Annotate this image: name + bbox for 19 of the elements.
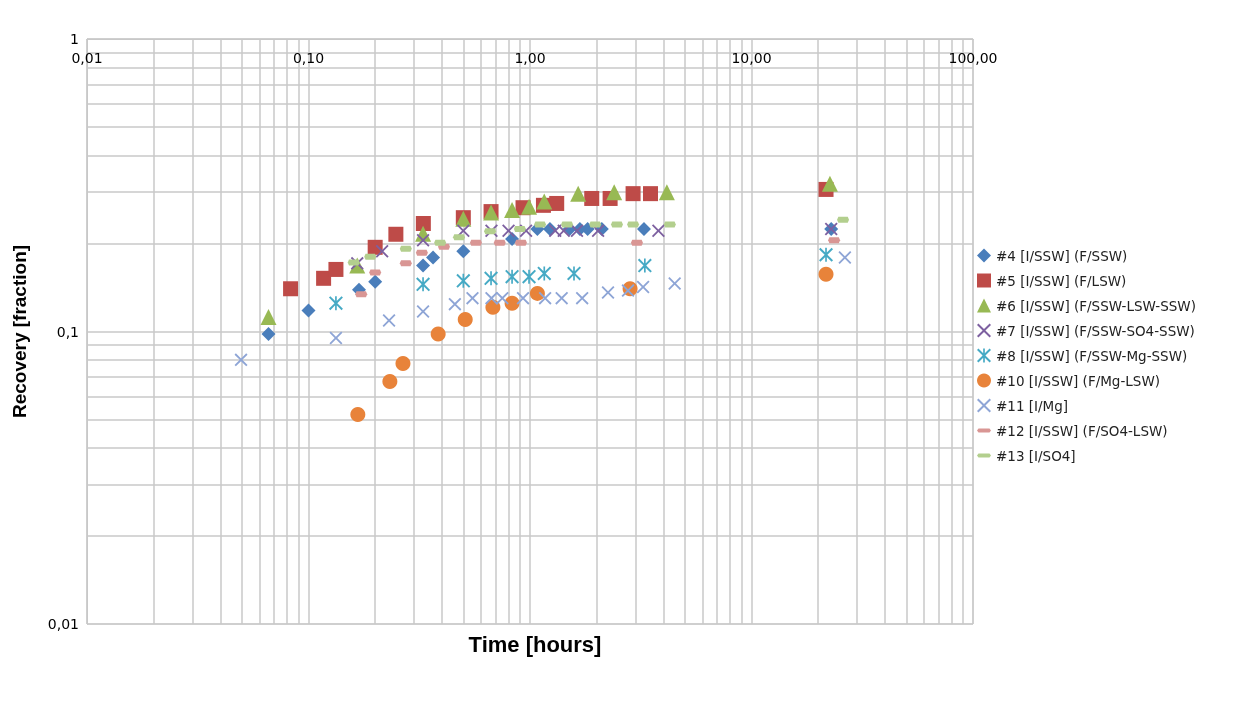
legend-label: #12 [I/SSW] (F/SO4-LSW) xyxy=(996,422,1168,439)
legend-label: #11 [I/Mg] xyxy=(996,397,1069,414)
x-tick-label: 1,00 xyxy=(514,50,546,66)
x-tick-label: 0,10 xyxy=(292,50,325,66)
y-tick-label: 0,1 xyxy=(56,323,79,340)
legend-label: #6 [I/SSW] (F/SSW-LSW-SSW) xyxy=(996,297,1196,314)
legend-label: #5 [I/SSW] (F/LSW) xyxy=(996,272,1127,289)
legend-label: #7 [I/SSW] (F/SSW-SO4-SSW) xyxy=(996,322,1195,339)
y-axis-title: Recovery [fraction] xyxy=(9,244,30,419)
y-tick-label: 1 xyxy=(70,31,79,47)
legend-label: #8 [I/SSW] (F/SSW-Mg-SSW) xyxy=(996,347,1188,364)
x-tick-label: 100,00 xyxy=(948,50,998,66)
x-tick-label: 0,01 xyxy=(71,50,103,66)
x-tick-label: 10,00 xyxy=(731,50,772,66)
x-axis-title: Time [hours] xyxy=(468,631,602,657)
legend-label: #13 [I/SO4] xyxy=(996,447,1076,464)
legend-label: #4 [I/SSW] (F/SSW) xyxy=(996,247,1128,264)
legend-label: #10 [I/SSW] (F/Mg-LSW) xyxy=(996,372,1160,389)
y-tick-label: 0,01 xyxy=(47,616,79,632)
